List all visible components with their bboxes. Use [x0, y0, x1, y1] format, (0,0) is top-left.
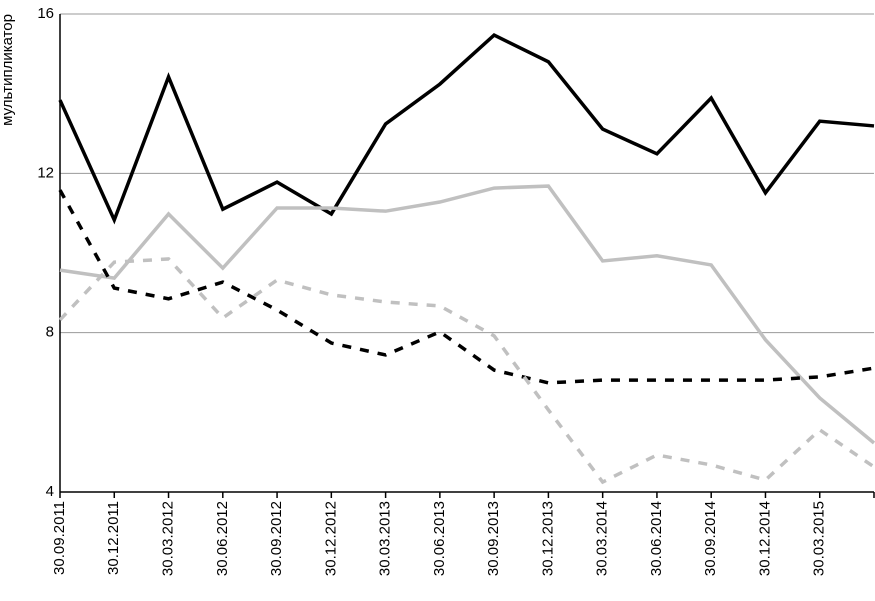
x-tick-label: 30.12.2013 — [539, 501, 556, 576]
y-tick-label: 12 — [37, 164, 54, 181]
x-tick-label: 30.12.2012 — [322, 501, 339, 576]
x-tick-label: 30.09.2013 — [485, 501, 502, 576]
x-tick-label: 30.06.2012 — [214, 501, 231, 576]
y-tick-label: 8 — [46, 324, 54, 341]
line-series — [58, 189, 875, 385]
x-tick-label: 30.03.2014 — [594, 501, 611, 576]
line-series — [59, 184, 875, 445]
x-tick-label: 30.03.2015 — [811, 501, 828, 576]
x-tick-label: 30.09.2011 — [51, 501, 68, 575]
y-tick-label: 4 — [46, 483, 54, 500]
x-tick-label: 30.09.2012 — [268, 501, 285, 576]
x-tick-label: 30.12.2014 — [756, 501, 773, 576]
x-tick-label: 30.06.2014 — [648, 501, 665, 576]
x-tick-label: 30.03.2013 — [377, 501, 394, 576]
y-tick-label: 16 — [37, 5, 54, 22]
x-tick-label: 30.09.2014 — [702, 501, 719, 576]
x-tick-label: 30.03.2012 — [160, 501, 177, 576]
line-series — [58, 257, 875, 485]
y-axis-label: мультипликатор — [0, 14, 16, 126]
x-tick-label: 30.12.2011 — [105, 501, 122, 575]
x-tick-label: 30.06.2013 — [431, 501, 448, 576]
line-series — [58, 33, 875, 225]
